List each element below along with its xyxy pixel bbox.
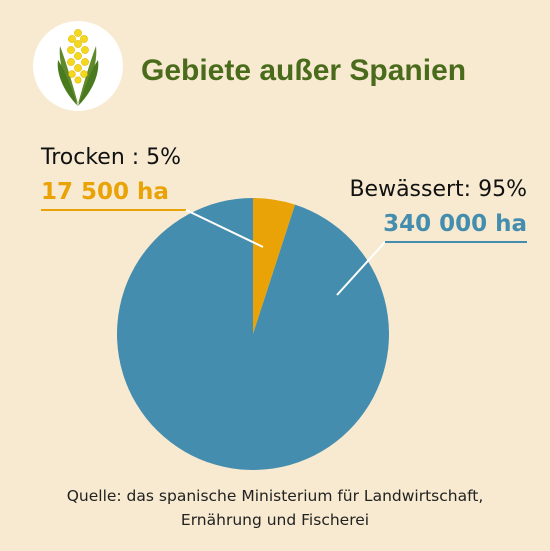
chart-title: Gebiete außer Spanien bbox=[141, 54, 466, 87]
slice-amount-trocken: 17 500 ha bbox=[41, 179, 169, 205]
pie-slice-bewaessert bbox=[116, 198, 389, 470]
leader-line-bewaessert bbox=[336, 241, 386, 296]
slice-amount-bewaessert: 340 000 ha bbox=[383, 211, 527, 237]
source-line-1: Quelle: das spanische Ministerium für La… bbox=[67, 487, 484, 505]
source-line-2: Ernährung und Fischerei bbox=[181, 511, 369, 529]
corn-icon bbox=[33, 21, 123, 111]
pie-slice-trocken bbox=[253, 198, 296, 334]
leader-line-trocken bbox=[185, 209, 264, 248]
slice-label-trocken: Trocken : 5% bbox=[40, 145, 181, 170]
pie-slices bbox=[116, 198, 389, 470]
slice-label-bewaessert: Bewässert: 95% bbox=[349, 177, 527, 202]
